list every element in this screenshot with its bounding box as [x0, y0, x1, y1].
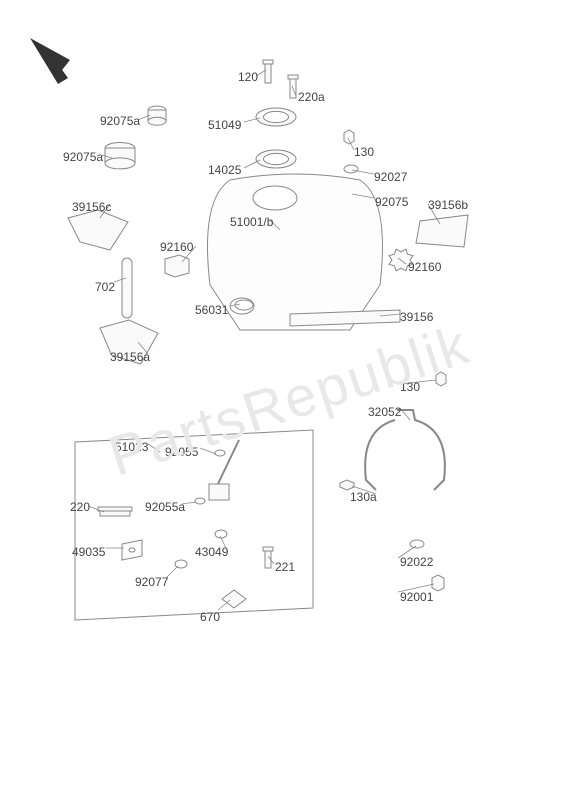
part-label-51023: 51023: [115, 440, 148, 454]
part-label-92001: 92001: [400, 590, 433, 604]
shape-screw120: [263, 60, 273, 83]
shape-packing43049: [215, 530, 227, 538]
part-label-130_top: 130: [354, 145, 374, 159]
part-label-130a: 130a: [350, 490, 377, 504]
shape-washer92022: [410, 540, 424, 548]
shape-screw220a: [288, 75, 298, 98]
part-label-92055a: 92055a: [145, 500, 185, 514]
shape-cap51049: [256, 108, 296, 126]
part-label-670: 670: [200, 610, 220, 624]
shape-bolt92001: [432, 575, 444, 591]
part-label-56031: 56031: [195, 303, 228, 317]
part-label-39156b: 39156b: [428, 198, 468, 212]
shape-damper2: [105, 143, 135, 169]
part-label-92022: 92022: [400, 555, 433, 569]
part-label-130_mid: 130: [400, 380, 420, 394]
part-label-92075a_left: 92075a: [63, 150, 103, 164]
part-label-49035: 49035: [72, 545, 105, 559]
diagram-svg: [0, 0, 577, 799]
shape-screw221: [263, 547, 273, 568]
part-label-220: 220: [70, 500, 90, 514]
shape-lever: [209, 440, 239, 500]
shape-bolt130a: [340, 480, 354, 490]
part-label-221: 221: [275, 560, 295, 574]
part-label-43049: 43049: [195, 545, 228, 559]
part-label-92075a_top: 92075a: [100, 114, 140, 128]
part-label-92027: 92027: [374, 170, 407, 184]
shape-ring14025: [256, 150, 296, 168]
shape-pad39156c: [68, 210, 128, 250]
part-label-702: 702: [95, 280, 115, 294]
part-label-51049: 51049: [208, 118, 241, 132]
shape-oring92055: [215, 450, 225, 456]
part-label-39156c: 39156c: [72, 200, 111, 214]
part-label-32052: 32052: [368, 405, 401, 419]
part-label-92160_left: 92160: [160, 240, 193, 254]
part-label-39156: 39156: [400, 310, 433, 324]
arrow-indicator: [30, 38, 70, 84]
shape-plate49035: [122, 540, 142, 560]
shape-bolt130m: [436, 372, 446, 386]
shape-pad39156b: [416, 215, 468, 247]
shape-gasket670: [222, 590, 246, 608]
part-label-14025: 14025: [208, 163, 241, 177]
parts-diagram: PartsRepublik 92075a92075a120220a5104914…: [0, 0, 577, 799]
shape-bolt130t: [344, 130, 354, 144]
shape-oring92055a: [195, 498, 205, 504]
shape-tank: [208, 174, 383, 330]
part-label-92055: 92055: [165, 445, 198, 459]
shape-tube702: [122, 258, 132, 318]
part-label-39156a: 39156a: [110, 350, 150, 364]
part-label-92160_right: 92160: [408, 260, 441, 274]
shape-washer92027: [344, 165, 358, 173]
shape-damper1: [148, 106, 166, 125]
shape-bracket32052: [365, 410, 445, 490]
part-label-120: 120: [238, 70, 258, 84]
part-label-92075: 92075: [375, 195, 408, 209]
part-label-220a: 220a: [298, 90, 325, 104]
part-label-92077: 92077: [135, 575, 168, 589]
part-label-51001b: 51001/b: [230, 215, 273, 229]
